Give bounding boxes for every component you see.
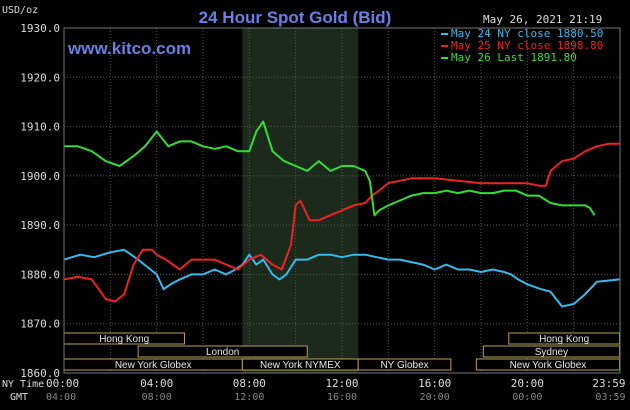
x-tick-label-gmt: 03:59 [595,392,625,403]
x-tick-label-ny: 08:00 [233,377,266,390]
y-tick-label: 1930.0 [20,22,60,35]
y-tick-label: 1910.0 [20,121,60,134]
x-tick-label-gmt: 20:00 [420,392,450,403]
chart-title: 24 Hour Spot Gold (Bid) [199,8,392,27]
session-label: Sydney [535,347,568,358]
gmt-label: GMT [10,392,28,403]
y-tick-label: 1870.0 [20,318,60,331]
session-label: NY Globex [380,360,428,371]
session-label: Hong Kong [539,334,589,345]
session-label: London [206,347,239,358]
timestamp: May 26, 2021 21:19 [483,13,602,26]
x-tick-label-ny: 00:00 [46,377,79,390]
series-line-2 [63,142,620,303]
x-tick-label-ny: 04:00 [140,377,173,390]
legend-entry: May 25 NY close 1898.80 [451,39,603,52]
session-bar [357,358,452,371]
website-watermark: www.kitco.com [67,39,191,58]
ny-time-label: NY Time [2,379,44,390]
y-tick-label: 1900.0 [20,170,60,183]
session-label: Hong Kong [99,334,149,345]
x-tick-label-ny: 20:00 [511,377,544,390]
series-line-3 [64,120,596,217]
session-bar [137,345,308,358]
x-tick-label-ny: 16:00 [418,377,451,390]
y-tick-label: 1920.0 [20,71,60,84]
series-line-1 [63,248,620,308]
session-label: New York NYMEX [260,360,341,371]
session-label: New York Globex [115,360,192,371]
legend-entry: May 24 NY close 1880.50 [451,27,603,40]
y-tick-label: 1880.0 [20,268,60,281]
y-axis-unit-label: USD/oz [2,5,38,16]
x-tick-label-gmt: 04:00 [46,392,76,403]
x-tick-label-gmt: 00:00 [512,392,542,403]
y-tick-label: 1860.0 [20,367,60,380]
legend-entry: May 26 Last 1891.80 [451,51,577,64]
session-label: New York Globex [510,360,587,371]
x-tick-label-ny: 12:00 [325,377,358,390]
plot-frame [63,27,621,374]
x-tick-label-gmt: 08:00 [142,392,172,403]
x-tick-label-gmt: 12:00 [234,392,264,403]
x-tick-label-gmt: 16:00 [327,392,357,403]
x-tick-label-ny: 23:59 [592,377,625,390]
y-tick-label: 1890.0 [20,219,60,232]
